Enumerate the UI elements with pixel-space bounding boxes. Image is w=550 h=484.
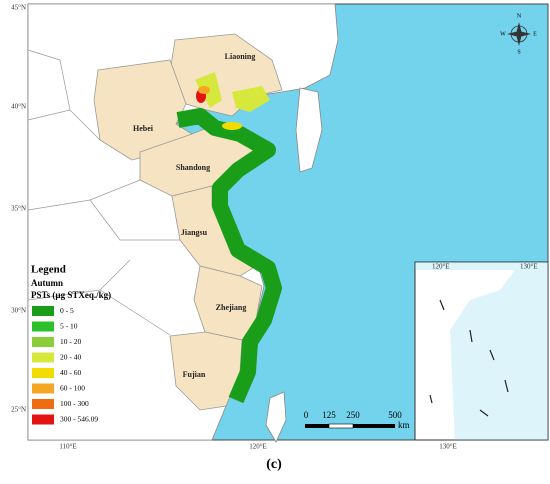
legend-swatch xyxy=(32,383,54,394)
legend-swatch xyxy=(32,368,54,378)
hotspot xyxy=(198,86,210,94)
legend-swatch xyxy=(32,337,54,347)
compass xyxy=(507,22,531,46)
compass-letter: S xyxy=(517,49,520,55)
legend-label: 5 - 10 xyxy=(60,322,78,331)
compass-letter: N xyxy=(517,13,522,19)
inset-sea xyxy=(415,262,548,440)
legend-swatch xyxy=(32,414,54,425)
legend-swatch xyxy=(32,321,54,332)
scale-label: 0 xyxy=(304,410,309,420)
scale-label: 125 xyxy=(322,410,336,420)
legend-label: 60 - 100 xyxy=(60,384,85,393)
latitude-label: 40°N xyxy=(11,103,26,111)
province-label: Shandong xyxy=(176,163,210,172)
legend-label: 0 - 5 xyxy=(60,306,74,315)
legend-title: Legend xyxy=(31,264,66,276)
hotspot xyxy=(232,86,270,112)
legend-swatch xyxy=(32,352,54,363)
scale-seg xyxy=(353,424,395,428)
latitude-label: 35°N xyxy=(11,205,26,213)
scale-unit: km xyxy=(398,420,410,430)
longitude-label: 130°E xyxy=(439,443,457,451)
legend-swatch xyxy=(32,399,54,409)
province-label: Liaoning xyxy=(225,52,256,61)
inset-longitude: 120°E xyxy=(432,263,450,271)
taiwan xyxy=(265,391,287,443)
compass-star xyxy=(507,22,531,46)
scale-seg xyxy=(328,423,354,429)
scale-label: 250 xyxy=(346,410,360,420)
compass-letter: W xyxy=(500,31,506,37)
borders xyxy=(27,49,180,336)
latitude-label: 45°N xyxy=(11,4,26,12)
inset-lines xyxy=(429,299,509,417)
legend-label: 20 - 40 xyxy=(60,353,81,362)
province-label: Fujian xyxy=(183,370,206,379)
province-label: Jiangsu xyxy=(181,228,208,237)
caption: (c) xyxy=(266,457,282,472)
latitude-label: 25°N xyxy=(11,406,26,414)
scale-seg xyxy=(305,424,329,428)
coastal-band xyxy=(176,108,282,404)
inset-longitude: 130°E xyxy=(520,263,538,271)
latitude-label: 30°N xyxy=(11,307,26,315)
scale-label: 500 xyxy=(388,410,402,420)
legend-label: 10 - 20 xyxy=(60,337,81,346)
legend-label: 40 - 60 xyxy=(60,368,81,377)
inset-frame xyxy=(414,261,549,441)
hotspot xyxy=(222,122,242,130)
longitude-label: 120°E xyxy=(249,443,267,451)
legend-label: 100 - 300 xyxy=(60,399,89,408)
legend-heading: PSTs (µg STXeq./kg) xyxy=(31,290,111,300)
province-label: Zhejiang xyxy=(216,303,247,312)
korea xyxy=(295,87,323,173)
longitude-label: 110°E xyxy=(59,443,76,451)
province-label: Hebei xyxy=(133,124,154,133)
compass-letter: E xyxy=(533,31,537,37)
legend-season: Autumn xyxy=(31,278,63,288)
legend-swatch xyxy=(32,306,54,316)
legend-label: 300 - 546.09 xyxy=(60,415,98,424)
